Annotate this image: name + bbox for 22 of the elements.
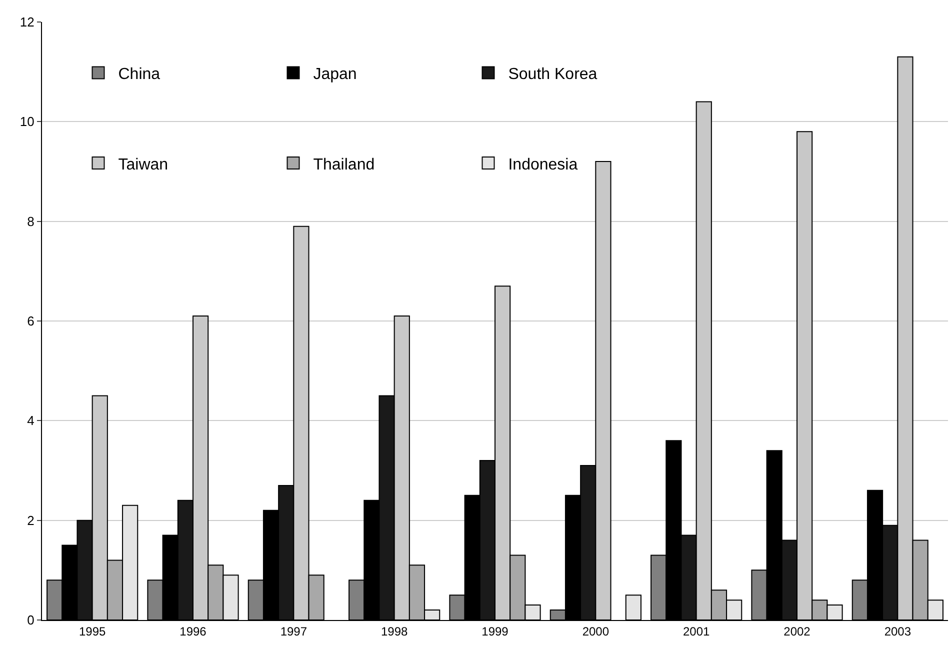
x-tick-label: 2002 bbox=[784, 624, 811, 638]
y-tick-label: 0 bbox=[27, 612, 34, 628]
legend-label: China bbox=[118, 66, 160, 83]
y-tick-label: 6 bbox=[27, 314, 34, 329]
x-tick-label: 1999 bbox=[482, 624, 509, 638]
y-tick-label: 12 bbox=[20, 14, 34, 30]
x-tick-label: 1996 bbox=[180, 624, 207, 638]
x-tick-label: 1997 bbox=[280, 624, 308, 638]
x-tick-label: 1995 bbox=[78, 624, 106, 638]
y-tick-label: 2 bbox=[27, 512, 34, 528]
legend-label: South Korea bbox=[508, 66, 598, 83]
y-tick-label: 10 bbox=[20, 114, 34, 130]
x-tick-label: 1998 bbox=[380, 624, 408, 638]
legend-label: Japan bbox=[313, 66, 357, 83]
x-tick-label: 2003 bbox=[884, 624, 912, 638]
legend-label: Indonesia bbox=[508, 156, 578, 174]
legend-label: Taiwan bbox=[118, 156, 168, 174]
y-tick-label: 4 bbox=[27, 413, 34, 428]
y-tick-label: 8 bbox=[27, 214, 34, 229]
legend-label: Thailand bbox=[313, 156, 375, 174]
x-tick-label: 2000 bbox=[582, 624, 610, 638]
x-tick-label: 2001 bbox=[682, 624, 710, 638]
